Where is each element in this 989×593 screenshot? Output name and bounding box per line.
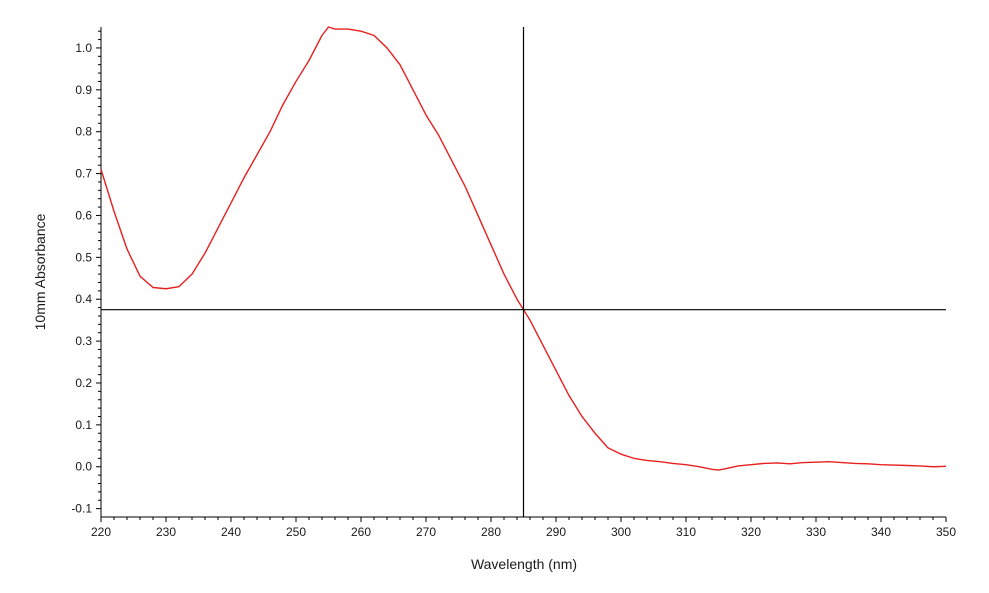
x-tick-label: 340	[871, 525, 891, 539]
x-tick-label: 220	[91, 525, 111, 539]
x-tick-label: 320	[741, 525, 761, 539]
x-tick-label: 240	[221, 525, 241, 539]
x-tick-label: 300	[611, 525, 631, 539]
y-tick-label: 0.6	[75, 208, 92, 222]
x-tick-label: 290	[546, 525, 566, 539]
axes-layer: 220 230 240 250 260 270 280 290 300 310 320 330 340 3…	[71, 27, 956, 539]
y-tick-label: 0.9	[75, 83, 92, 97]
x-tick-label: 350	[936, 525, 956, 539]
y-tick-label: 0.5	[75, 250, 92, 264]
x-axis-title: Wavelength (nm)	[471, 556, 577, 572]
x-tick-label: 230	[156, 525, 176, 539]
y-axis-title: 10mm Absorbance	[32, 213, 48, 330]
y-tick-label: 0.2	[75, 376, 92, 390]
x-tick-label: 270	[416, 525, 436, 539]
y-tick-label: 0.3	[75, 334, 92, 348]
y-tick-label: 0.1	[75, 418, 92, 432]
y-tick-label: 1.0	[75, 41, 92, 55]
y-tick-label: 0.4	[75, 292, 92, 306]
x-tick-label: 250	[286, 525, 306, 539]
labels-layer: Wavelength (nm) 10mm Absorbance	[32, 213, 577, 572]
x-tick-label: 260	[351, 525, 371, 539]
x-tick-label: 310	[676, 525, 696, 539]
y-tick-label: 0.7	[75, 167, 92, 181]
crosshair-layer[interactable]	[101, 27, 946, 517]
x-tick-label: 330	[806, 525, 826, 539]
x-tick-label: 280	[481, 525, 501, 539]
y-tick-label: -0.1	[71, 502, 92, 516]
y-tick-label: 0.0	[75, 460, 92, 474]
y-tick-label: 0.8	[75, 125, 92, 139]
